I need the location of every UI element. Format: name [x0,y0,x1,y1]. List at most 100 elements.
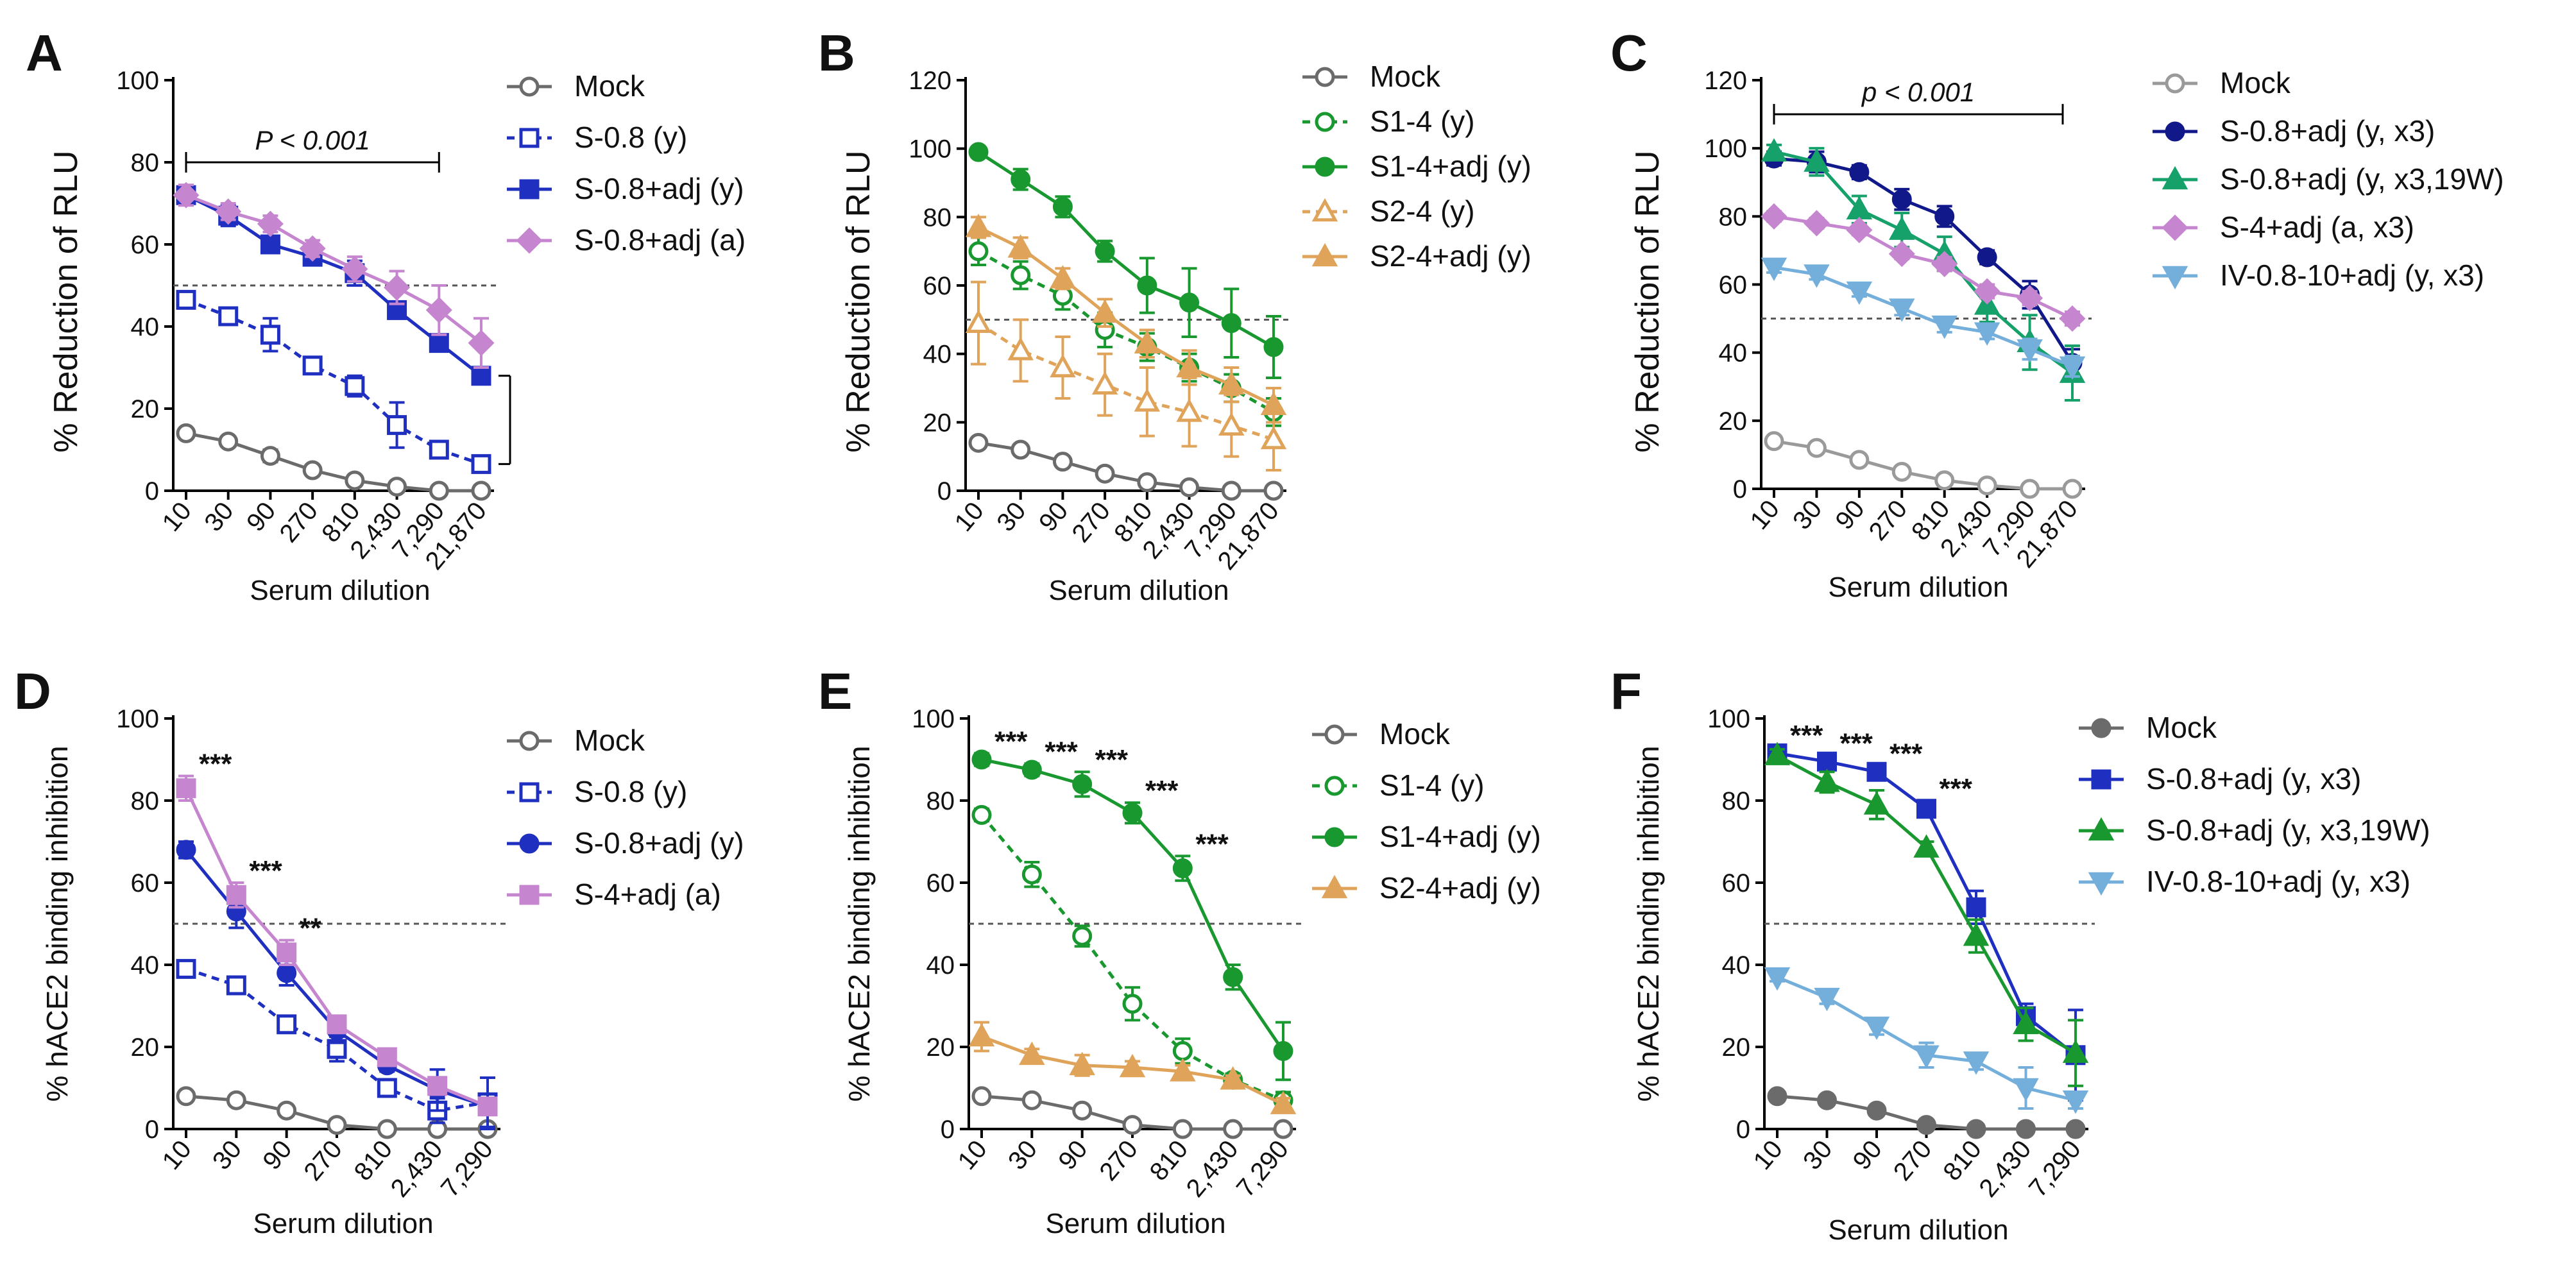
legend-label: S-0.8+adj (a) [574,223,746,257]
series-line [1773,157,2074,364]
data-point [377,1047,397,1067]
x-tick-label: 2,430 [1974,1135,2036,1203]
legend-item: S-0.8+adj (y, x3,19W) [2079,813,2430,847]
data-point [1804,264,1830,288]
data-point [1172,858,1193,879]
data-point [1761,203,1787,230]
data-point [1134,388,1161,412]
data-point [1931,315,1958,339]
data-point [1220,1066,1246,1090]
data-point [1849,162,1870,182]
data-point [2020,479,2040,499]
series-iv-0-8-10-adj-y-x3- [1761,257,2086,380]
data-point [1814,987,1840,1012]
data-point [2062,1090,2089,1114]
legend-marker [519,179,540,200]
legend-label: Mock [2146,711,2217,744]
data-point [1119,1053,1146,1078]
y-tick-label: 80 [923,203,952,232]
legend-label: Mock [574,724,645,757]
data-point [2062,479,2083,499]
legend-item: S-0.8+adj (y, x3,19W) [2153,162,2504,196]
y-tick-label: 20 [1722,1033,1751,1062]
legend-item: S-0.8+adj (y, x3) [2079,762,2361,795]
legend-item: Mock [507,69,645,103]
data-point [387,477,407,497]
data-point [1122,803,1143,823]
data-point [968,241,989,262]
data-point [277,1014,297,1035]
x-tick-label: 270 [274,497,323,548]
data-point [965,309,992,333]
significance-asterisks: *** [1940,773,1973,804]
x-tick-label: 270 [1066,497,1116,548]
data-point [971,804,992,825]
data-point [1849,450,1870,470]
legend-marker [519,782,540,803]
data-point [1179,477,1200,498]
data-point [1804,148,1830,172]
data-point [1172,1040,1193,1061]
legend-marker [2165,121,2185,142]
panel-letter: C [1610,24,1648,81]
data-point [1176,398,1202,422]
data-point [1806,437,1827,458]
series-s-0-8-adj-y-x3-19w- [1764,742,2089,1087]
legend-marker [2088,817,2115,841]
legend-marker [2088,872,2115,896]
data-point [2013,1010,2039,1035]
data-point [1977,475,1997,496]
y-tick-label: 80 [131,149,160,177]
data-point [173,182,200,208]
data-point [1977,247,1997,268]
data-point [1846,217,1873,244]
data-point [1091,299,1118,323]
y-tick-label: 60 [131,869,160,897]
legend-marker [2165,73,2185,94]
data-point [1764,967,1791,991]
data-point [176,289,196,310]
data-point [176,778,196,799]
y-tick-label: 80 [1719,203,1748,231]
y-tick-label: 80 [131,787,160,815]
legend-item: S1-4 (y) [1302,105,1475,138]
data-point [1963,922,1990,946]
data-point [277,963,297,983]
significance-asterisks: ** [300,913,322,944]
legend-label: IV-0.8-10+adj (y, x3) [2220,259,2484,292]
data-point [1007,234,1034,258]
data-point [1273,1040,1293,1061]
significance-asterisks: *** [1195,828,1229,860]
y-tick-label: 100 [116,705,159,733]
panel-d: D % hACE2 binding inhibition Serum dilut… [14,663,744,1239]
x-axis-label: Serum dilution [1048,575,1229,606]
y-tick-label: 120 [1704,67,1747,95]
data-point [377,1078,397,1098]
y-tick-label: 60 [923,272,952,300]
data-point [1974,322,2000,346]
legend-label: S2-4+adj (y) [1370,239,1531,273]
legend-item: S1-4+adj (y) [1312,820,1541,853]
legend-marker [519,128,540,148]
legend-label: S2-4+adj (y) [1379,871,1541,905]
y-tick-label: 0 [145,477,159,505]
x-tick-label: 10 [157,1135,197,1175]
data-point [1052,196,1073,217]
x-tick-label: 10 [953,1135,993,1175]
y-tick-label: 20 [131,1033,160,1062]
legend-label: Mock [1370,60,1441,93]
y-axis-label: % Reduction of RLU [47,150,85,452]
data-point [1263,480,1284,501]
data-point [477,1096,498,1117]
data-point [1767,1086,1787,1107]
series-mock [968,432,1284,501]
y-tick-label: 60 [926,869,955,897]
legend-label: S1-4 (y) [1379,769,1485,802]
panel-e: E % hACE2 binding inhibition Serum dilut… [818,663,1541,1239]
data-point [971,749,992,770]
data-point [1218,412,1245,436]
legend-marker [2091,769,2111,790]
data-point [2017,285,2043,312]
y-axis-label: % hACE2 binding inhibition [1632,746,1665,1102]
